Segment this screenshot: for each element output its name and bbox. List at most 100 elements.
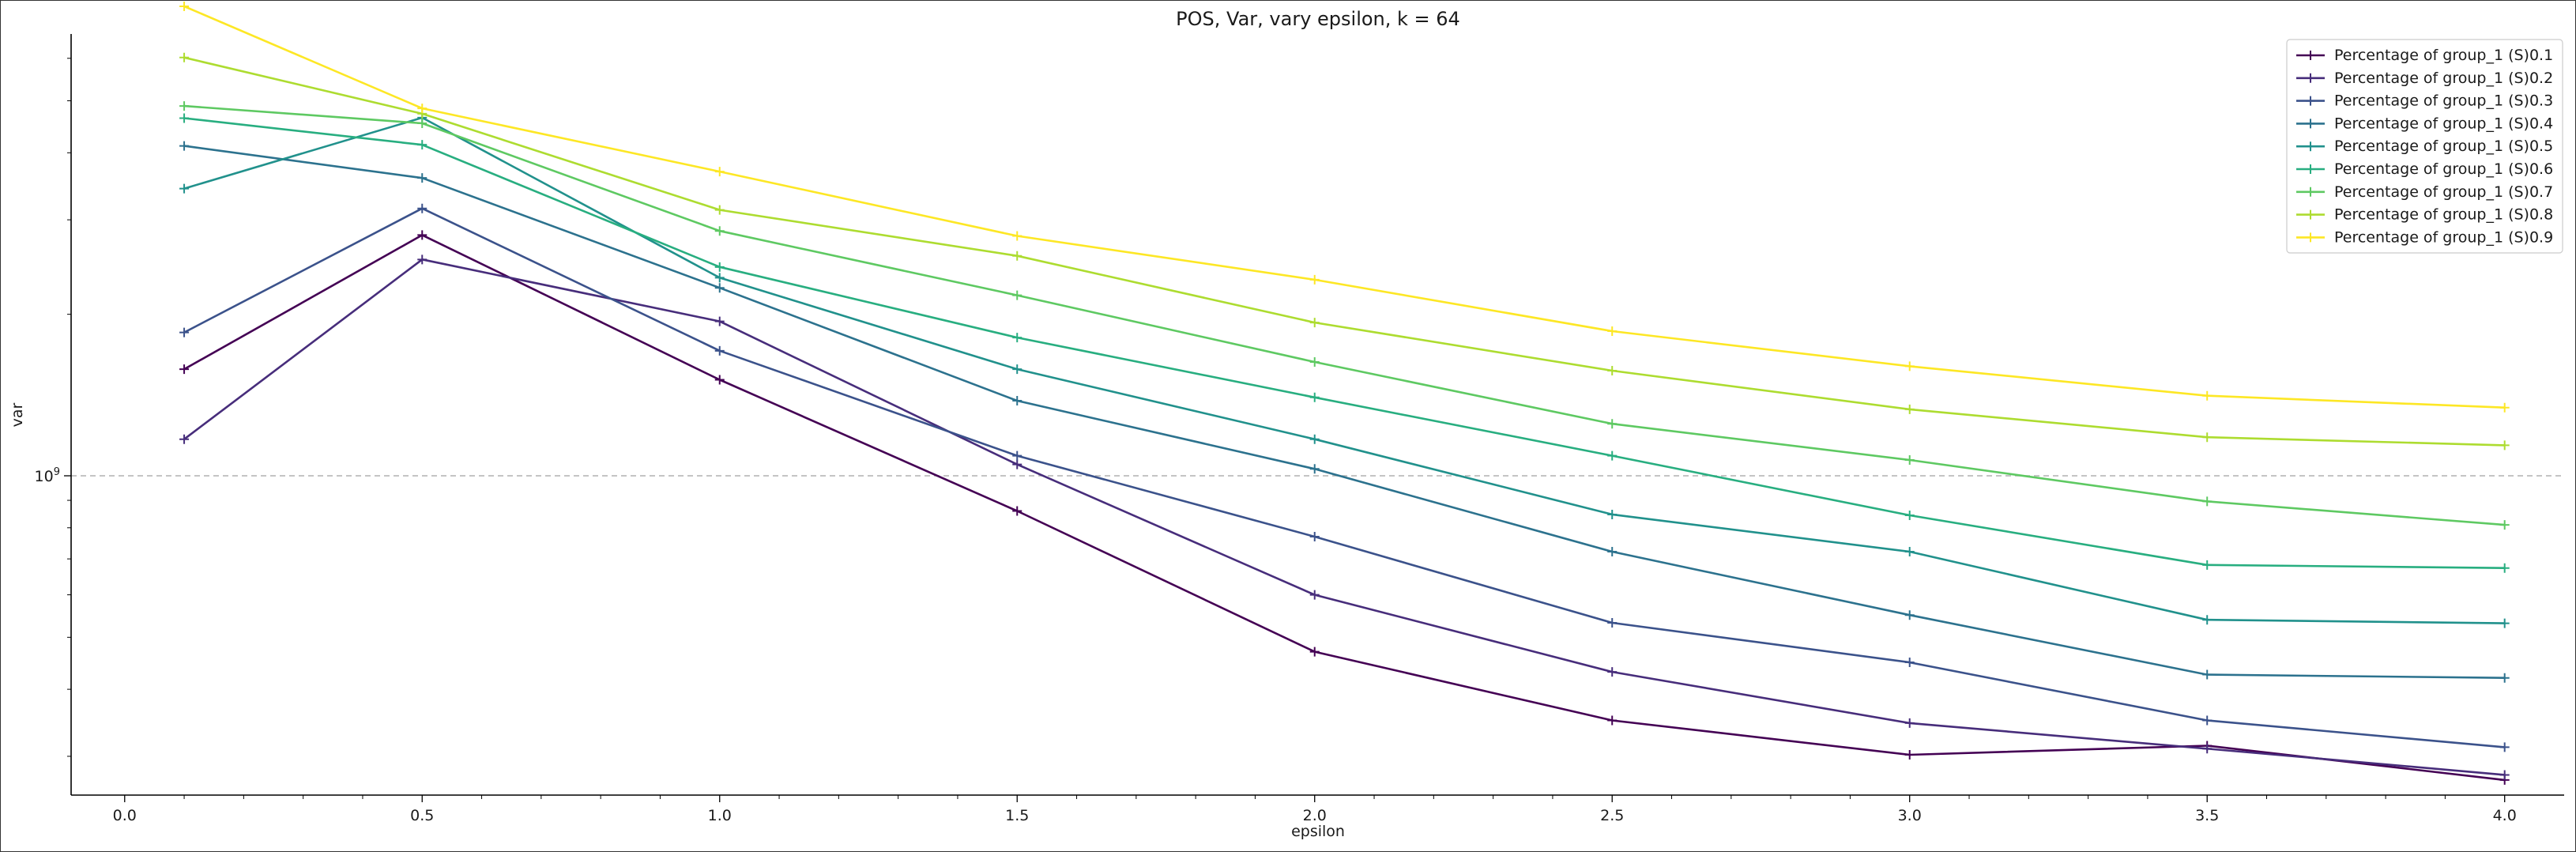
data-point <box>1309 318 1320 328</box>
x-axis-label: epsilon <box>1291 823 1345 840</box>
series-1 <box>179 230 2510 785</box>
x-tick-label: 3.0 <box>1898 807 1922 824</box>
series-5 <box>179 112 2510 628</box>
data-point <box>417 104 427 114</box>
series-2 <box>179 254 2510 780</box>
x-tick-label: 0.5 <box>410 807 434 824</box>
legend-item: Percentage of group_1 (S)0.8 <box>2296 206 2553 224</box>
data-point <box>417 140 427 150</box>
data-point <box>1607 326 1618 337</box>
series-3 <box>179 203 2510 752</box>
data-point <box>1309 532 1320 542</box>
legend-item: Percentage of group_1 (S)0.1 <box>2296 47 2553 64</box>
data-point <box>1607 451 1618 461</box>
chart-title: POS, Var, vary epsilon, k = 64 <box>1176 8 1460 30</box>
legend-label: Percentage of group_1 (S)0.9 <box>2334 228 2553 246</box>
y-axis-label: var <box>9 402 26 427</box>
x-tick-label: 0.0 <box>113 807 137 824</box>
data-point <box>179 113 190 123</box>
data-point <box>1012 251 1022 261</box>
data-point <box>417 254 427 265</box>
legend-label: Percentage of group_1 (S)0.6 <box>2334 160 2553 178</box>
data-point <box>1012 290 1022 300</box>
legend-marker <box>2306 232 2315 243</box>
legend-marker <box>2306 164 2315 174</box>
data-point <box>179 183 190 194</box>
series-4 <box>179 141 2510 683</box>
legend-item: Percentage of group_1 (S)0.2 <box>2296 70 2553 87</box>
data-point <box>2499 520 2510 530</box>
legend-label: Percentage of group_1 (S)0.4 <box>2334 115 2553 132</box>
legend-marker <box>2306 119 2315 129</box>
data-point <box>1607 715 1618 726</box>
y-axis-ticks: 109 <box>35 58 71 757</box>
series-6 <box>179 113 2510 573</box>
legend-item: Percentage of group_1 (S)0.4 <box>2296 115 2553 132</box>
data-point <box>2202 390 2213 401</box>
data-point <box>1607 547 1618 557</box>
legend-marker <box>2306 73 2315 83</box>
data-point <box>2499 770 2510 780</box>
data-point <box>1904 404 1915 414</box>
data-point <box>1309 274 1320 285</box>
x-tick-label: 3.5 <box>2195 807 2219 824</box>
data-point <box>2499 673 2510 683</box>
data-point <box>2202 432 2213 443</box>
data-point <box>714 283 725 293</box>
legend-item: Percentage of group_1 (S)0.3 <box>2296 92 2553 110</box>
data-point <box>1012 506 1022 516</box>
data-point <box>714 205 725 215</box>
data-point <box>1607 419 1618 429</box>
legend-item: Percentage of group_1 (S)0.9 <box>2296 228 2553 246</box>
data-point <box>1309 647 1320 657</box>
legend-item: Percentage of group_1 (S)0.6 <box>2296 160 2553 178</box>
legend-marker <box>2306 96 2315 106</box>
data-point <box>179 364 190 375</box>
data-point <box>2202 715 2213 726</box>
data-point <box>417 118 427 128</box>
data-point <box>2499 742 2510 752</box>
legend-label: Percentage of group_1 (S)0.5 <box>2334 138 2553 155</box>
data-point <box>714 167 725 177</box>
data-point <box>179 141 190 151</box>
data-point <box>417 173 427 183</box>
x-tick-label: 4.0 <box>2493 807 2517 824</box>
data-point <box>179 434 190 444</box>
data-point <box>1904 455 1915 466</box>
data-point <box>1904 547 1915 557</box>
x-tick-label: 1.5 <box>1005 807 1029 824</box>
x-tick-label: 2.0 <box>1303 807 1327 824</box>
data-point <box>2202 560 2213 570</box>
data-point <box>1904 610 1915 620</box>
legend-label: Percentage of group_1 (S)0.7 <box>2334 183 2553 201</box>
data-point <box>179 52 190 62</box>
data-point <box>1309 464 1320 474</box>
data-point <box>714 262 725 272</box>
data-point <box>2499 440 2510 451</box>
series-7 <box>179 101 2510 530</box>
data-point <box>2499 402 2510 413</box>
data-point <box>179 101 190 111</box>
data-point <box>417 230 427 240</box>
data-point <box>1012 333 1022 343</box>
x-tick-label: 2.5 <box>1600 807 1624 824</box>
data-point <box>1012 396 1022 406</box>
data-point <box>1607 509 1618 519</box>
data-point <box>714 226 725 236</box>
data-point <box>179 327 190 337</box>
plot-area <box>71 1 2564 785</box>
legend-label: Percentage of group_1 (S)0.1 <box>2334 47 2553 64</box>
data-point <box>1012 364 1022 375</box>
series-9 <box>179 1 2510 413</box>
data-point <box>1904 361 1915 371</box>
data-point <box>1309 356 1320 367</box>
legend-label: Percentage of group_1 (S)0.2 <box>2334 70 2553 87</box>
data-point <box>2202 669 2213 680</box>
data-point <box>179 1 190 11</box>
data-point <box>417 203 427 213</box>
data-point <box>2499 618 2510 628</box>
legend-marker <box>2306 209 2315 220</box>
data-point <box>1309 590 1320 600</box>
